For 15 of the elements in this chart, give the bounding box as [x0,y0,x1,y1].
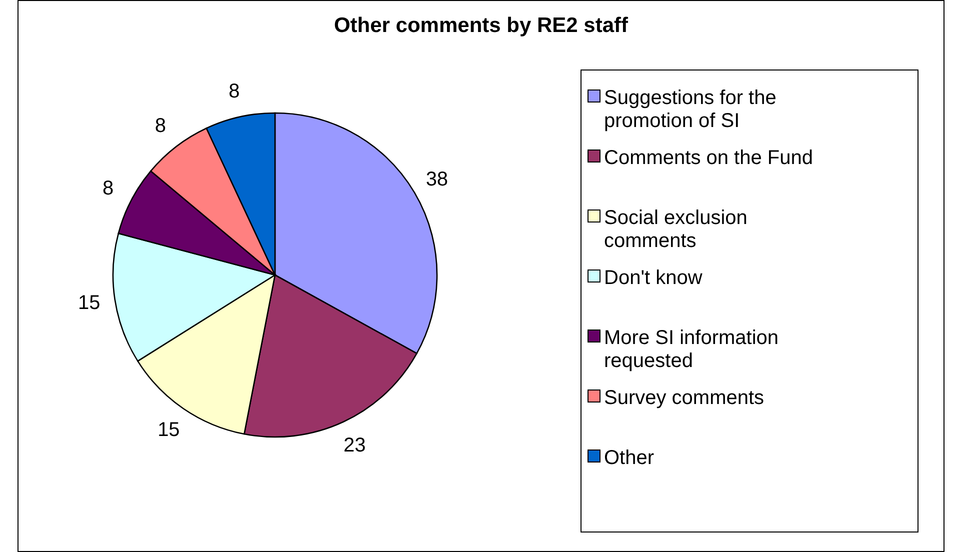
legend-label: Social exclusion comments [604,207,748,252]
data-label: 15 [78,292,100,314]
legend-label: Other [604,447,654,469]
data-label: 38 [426,168,448,191]
data-label: 15 [158,419,180,442]
legend-label: Comments on the Fund [604,147,813,169]
legend-label: More SI information requested [604,327,779,372]
legend-label: Survey comments [604,387,764,409]
data-label: 8 [154,114,166,137]
data-label: 8 [228,80,240,102]
legend-label: Don't know [604,267,703,289]
data-label: 23 [343,434,366,456]
chart-title: Other comments by RE2 staff [334,14,630,37]
legend-label: Suggestions for the promotion of SI [604,87,776,132]
data-label: 8 [102,178,114,200]
